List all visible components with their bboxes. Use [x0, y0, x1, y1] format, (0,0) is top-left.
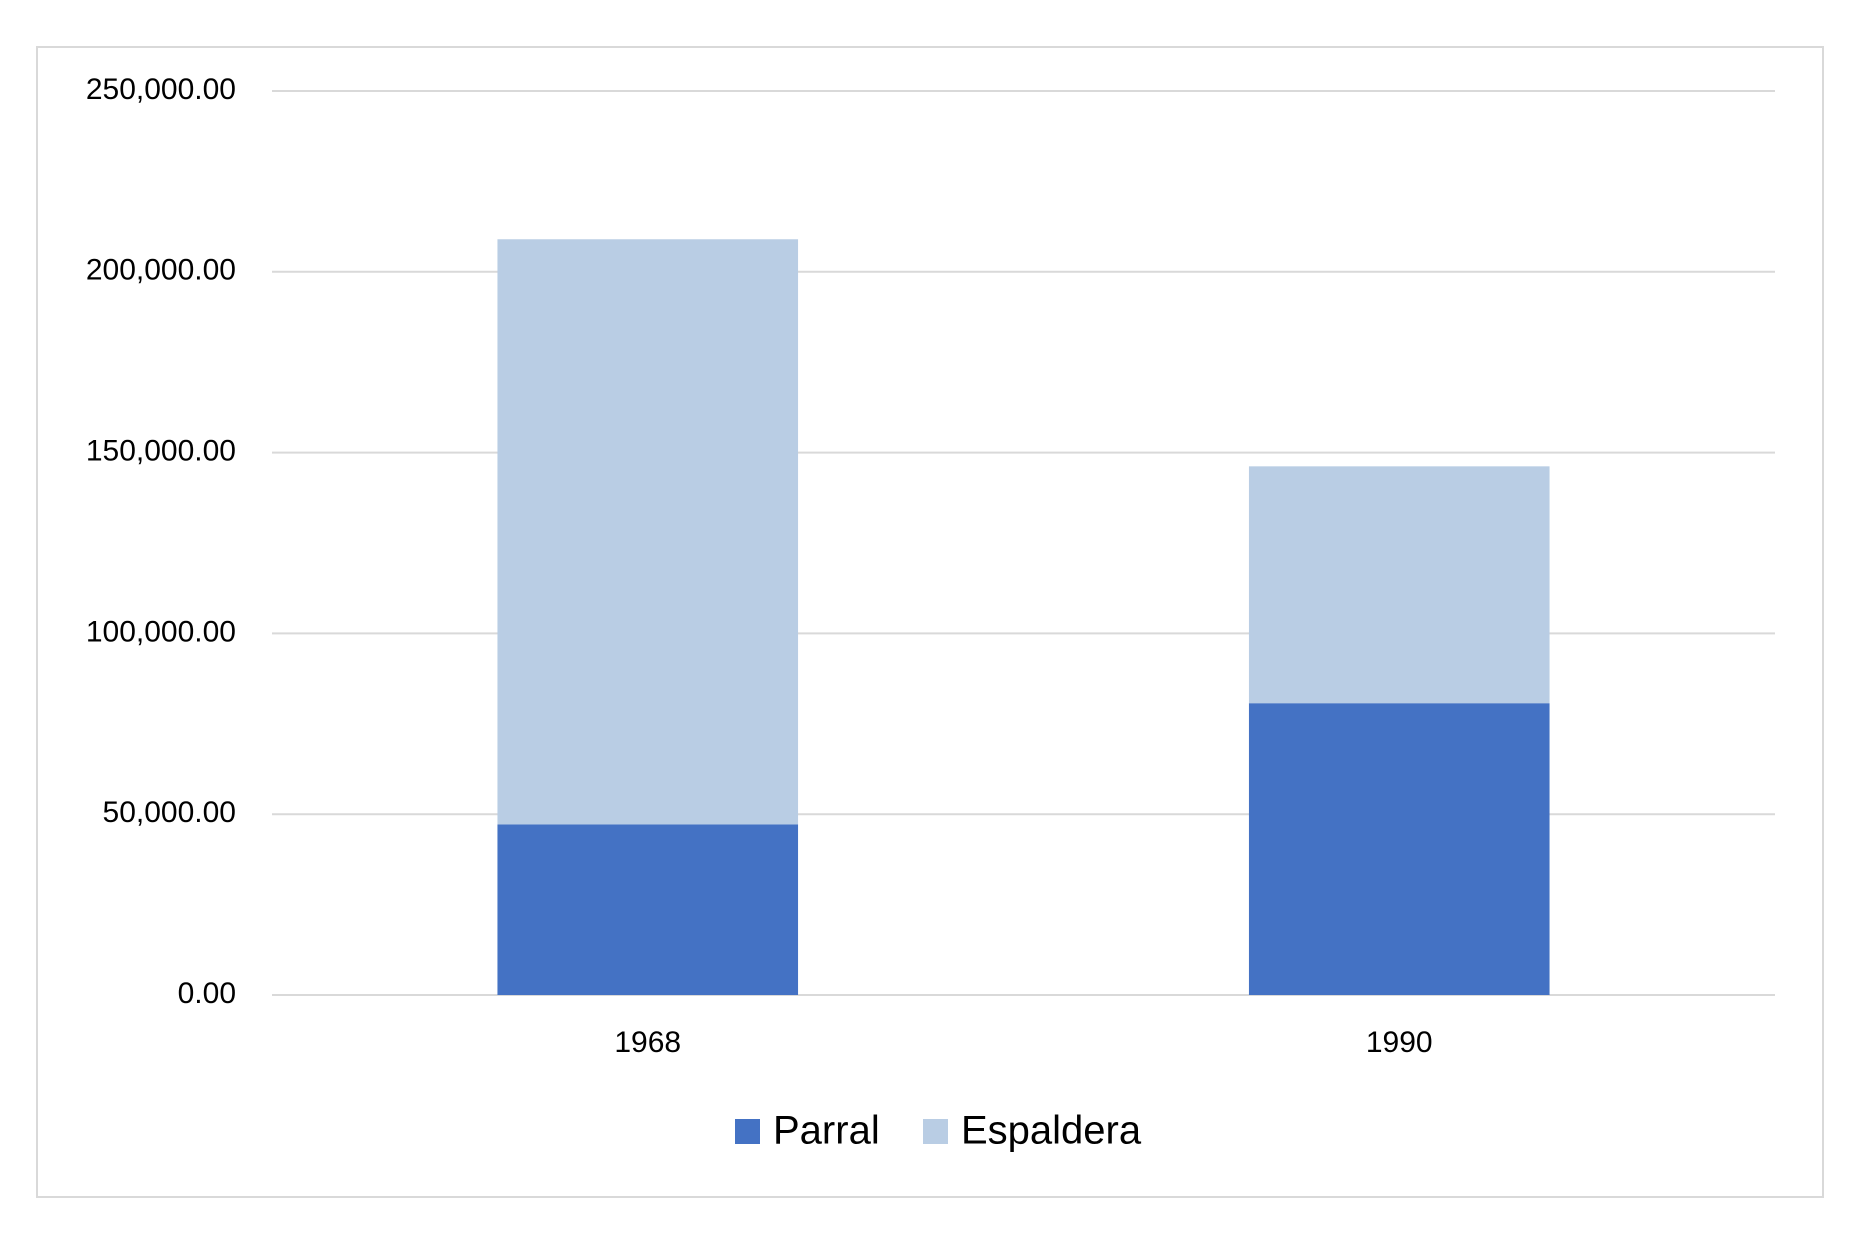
- bar-segment: [1248, 466, 1550, 704]
- legend-swatch: [923, 1119, 948, 1144]
- x-tick-label: 1990: [1366, 1026, 1433, 1059]
- y-tick-label: 250,000.00: [86, 73, 236, 106]
- legend-swatch: [735, 1119, 760, 1144]
- legend-label: Espaldera: [961, 1109, 1142, 1153]
- y-tick-label: 0.00: [178, 977, 236, 1010]
- y-tick-label: 50,000.00: [103, 796, 236, 829]
- y-tick-label: 100,000.00: [86, 615, 236, 648]
- x-tick-label: 1968: [614, 1026, 681, 1059]
- y-tick-label: 150,000.00: [86, 435, 236, 468]
- bar-segment: [1248, 703, 1550, 995]
- bar-segment: [497, 239, 799, 825]
- chart-frame: [36, 46, 1824, 1198]
- legend-label: Parral: [773, 1109, 880, 1153]
- bar-segment: [497, 824, 799, 995]
- y-tick-label: 200,000.00: [86, 254, 236, 287]
